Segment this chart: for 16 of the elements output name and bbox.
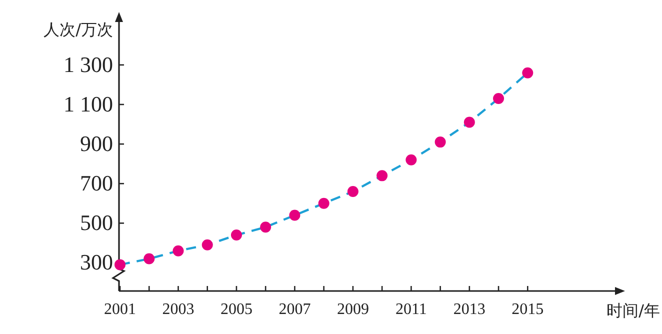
y-tick-label: 1 300: [64, 52, 113, 77]
x-tick-label: 2009: [336, 301, 369, 318]
x-tick-label: 2003: [162, 301, 194, 318]
y-tick-label: 500: [80, 210, 113, 236]
y-tick-label: 1 100: [64, 91, 113, 116]
x-tick-label: 2005: [220, 301, 252, 318]
y-tick-label: 300: [80, 250, 113, 275]
y-tick-label: 900: [80, 131, 113, 156]
x-tick-label: 2001: [104, 301, 136, 318]
x-tick-label: 2011: [395, 301, 427, 318]
x-tick-label: 2013: [453, 301, 486, 318]
x-tick-label: 2007: [278, 301, 311, 318]
y-axis-title: 人次/万次: [44, 20, 113, 39]
x-axis-title: 时间/年: [606, 301, 660, 320]
x-tick-label: 2015: [512, 301, 544, 318]
y-tick-label: 700: [80, 170, 113, 196]
